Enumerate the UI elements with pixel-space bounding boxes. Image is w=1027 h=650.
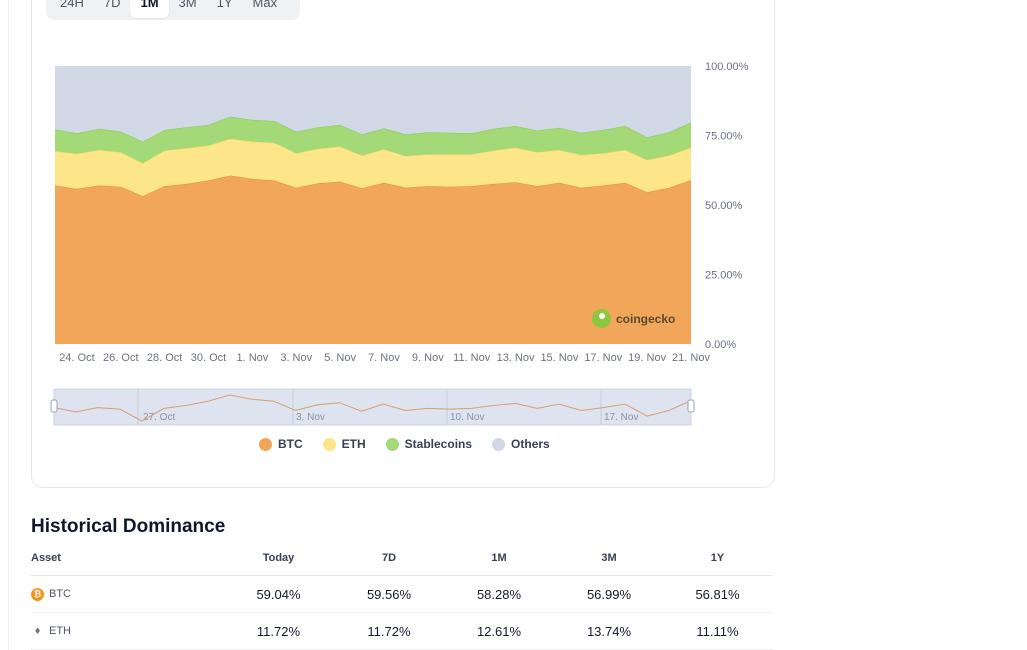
watermark: coingecko — [592, 309, 675, 328]
x-tick-label: 9. Nov — [412, 352, 444, 364]
legend-item-eth[interactable]: ETH — [322, 437, 366, 451]
column-header-asset: Asset — [31, 541, 221, 576]
asset-name: BTC — [49, 588, 71, 600]
legend-item-stablecoins[interactable]: Stablecoins — [385, 437, 473, 451]
x-tick-label: 24. Oct — [59, 352, 94, 364]
value-cell: 59.56% — [336, 575, 442, 613]
value-cell: 13.74% — [556, 612, 662, 650]
column-header-1y: 1Y — [662, 541, 773, 576]
table-row: ₿ BTC 59.04% 59.56% 58.28% 56.99% 56.81% — [31, 575, 773, 613]
x-tick-label: 11. Nov — [453, 352, 491, 364]
legend-label: BTC — [278, 437, 303, 451]
column-header-7d: 7D — [336, 541, 442, 576]
value-cell: 58.28% — [442, 575, 556, 613]
navigator-background — [53, 388, 692, 426]
legend-label: Stablecoins — [404, 437, 473, 451]
others-dot-icon — [492, 437, 506, 451]
table-header-row: Asset Today 7D 1M 3M 1Y — [31, 541, 773, 576]
section-title: Historical Dominance — [31, 516, 226, 537]
navigator-left-handle — [50, 399, 58, 413]
ethereum-icon: ♦ — [34, 625, 41, 637]
y-tick-label: 0.00% — [705, 339, 736, 351]
column-header-1m: 1M — [442, 541, 556, 576]
dominance-chart: 100.00% 75.00% 50.00% 25.00% 0.00% 24. Oct 26.… — [50, 61, 749, 426]
column-header-today: Today — [221, 541, 336, 576]
btc-dot-icon — [259, 437, 272, 451]
asset-cell[interactable]: ♦ ETH — [31, 612, 221, 650]
historical-dominance-table: Asset Today 7D 1M 3M 1Y ₿ BTC 59.04% 59.… — [31, 541, 773, 650]
value-cell: 12.61% — [442, 612, 556, 650]
area-btc — [55, 175, 691, 344]
navigator-line — [53, 394, 692, 422]
time-range-tabs: 24H 7D 1M 3M 1Y Max — [46, 0, 300, 20]
navigator-x-label: 3. Nov — [296, 412, 325, 423]
tab-3m[interactable]: 3M — [178, 0, 197, 10]
asset-name: ETH — [49, 625, 71, 637]
chart-legend: BTC ETH Stablecoins Others — [259, 437, 550, 451]
value-cell: 11.11% — [662, 612, 773, 650]
x-tick-label: 28. Oct — [147, 352, 182, 364]
x-tick-label: 3. Nov — [280, 352, 312, 364]
navigator-x-label: 27. Oct — [143, 412, 175, 423]
stablecoins-dot-icon — [385, 437, 399, 451]
value-cell: 59.04% — [221, 575, 336, 613]
tab-1y[interactable]: 1Y — [216, 0, 233, 10]
value-cell: 56.99% — [556, 575, 662, 613]
legend-item-others[interactable]: Others — [492, 437, 550, 451]
x-tick-label: 30. Oct — [191, 352, 226, 364]
value-cell: 11.72% — [336, 612, 442, 650]
area-others — [55, 66, 691, 142]
line-stablecoins — [54, 115, 692, 143]
table-row: ♦ ETH 11.72% 11.72% 12.61% 13.74% 11.11% — [31, 612, 773, 650]
x-tick-label: 21. Nov — [672, 352, 710, 364]
y-tick-label: 25.00% — [705, 270, 743, 282]
x-tick-label: 5. Nov — [324, 352, 356, 364]
x-tick-label: 15. Nov — [540, 352, 578, 364]
legend-item-btc[interactable]: BTC — [259, 437, 303, 451]
page-left-divider — [8, 0, 9, 650]
y-tick-label: 50.00% — [705, 200, 743, 212]
navigator-x-label: 17. Nov — [604, 412, 638, 423]
navigator-right-handle — [687, 399, 695, 413]
tab-7d[interactable]: 7D — [103, 0, 121, 10]
x-tick-label: 19. Nov — [628, 352, 666, 364]
coingecko-logo-icon — [592, 309, 611, 328]
watermark-text: coingecko — [616, 311, 676, 326]
area-stablecoins — [55, 116, 691, 164]
x-tick-label: 13. Nov — [497, 352, 535, 364]
navigator-x-label: 10. Nov — [450, 412, 484, 423]
value-cell: 56.81% — [662, 575, 773, 613]
x-tick-label: 7. Nov — [368, 352, 400, 364]
bitcoin-icon: ₿ — [31, 587, 44, 601]
x-tick-label: 1. Nov — [236, 352, 268, 364]
value-cell: 11.72% — [221, 612, 336, 650]
tab-24h[interactable]: 24H — [60, 0, 84, 10]
legend-label: ETH — [341, 437, 366, 451]
tab-max[interactable]: Max — [252, 0, 278, 10]
tab-1m[interactable]: 1M — [130, 0, 169, 18]
column-header-3m: 3M — [556, 541, 662, 576]
x-tick-label: 17. Nov — [584, 352, 622, 364]
y-tick-label: 100.00% — [705, 61, 749, 73]
y-tick-label: 75.00% — [705, 131, 743, 143]
area-eth — [55, 138, 691, 197]
x-tick-label: 26. Oct — [103, 352, 138, 364]
eth-dot-icon — [322, 437, 336, 451]
asset-cell[interactable]: ₿ BTC — [31, 575, 221, 613]
legend-label: Others — [511, 437, 550, 451]
